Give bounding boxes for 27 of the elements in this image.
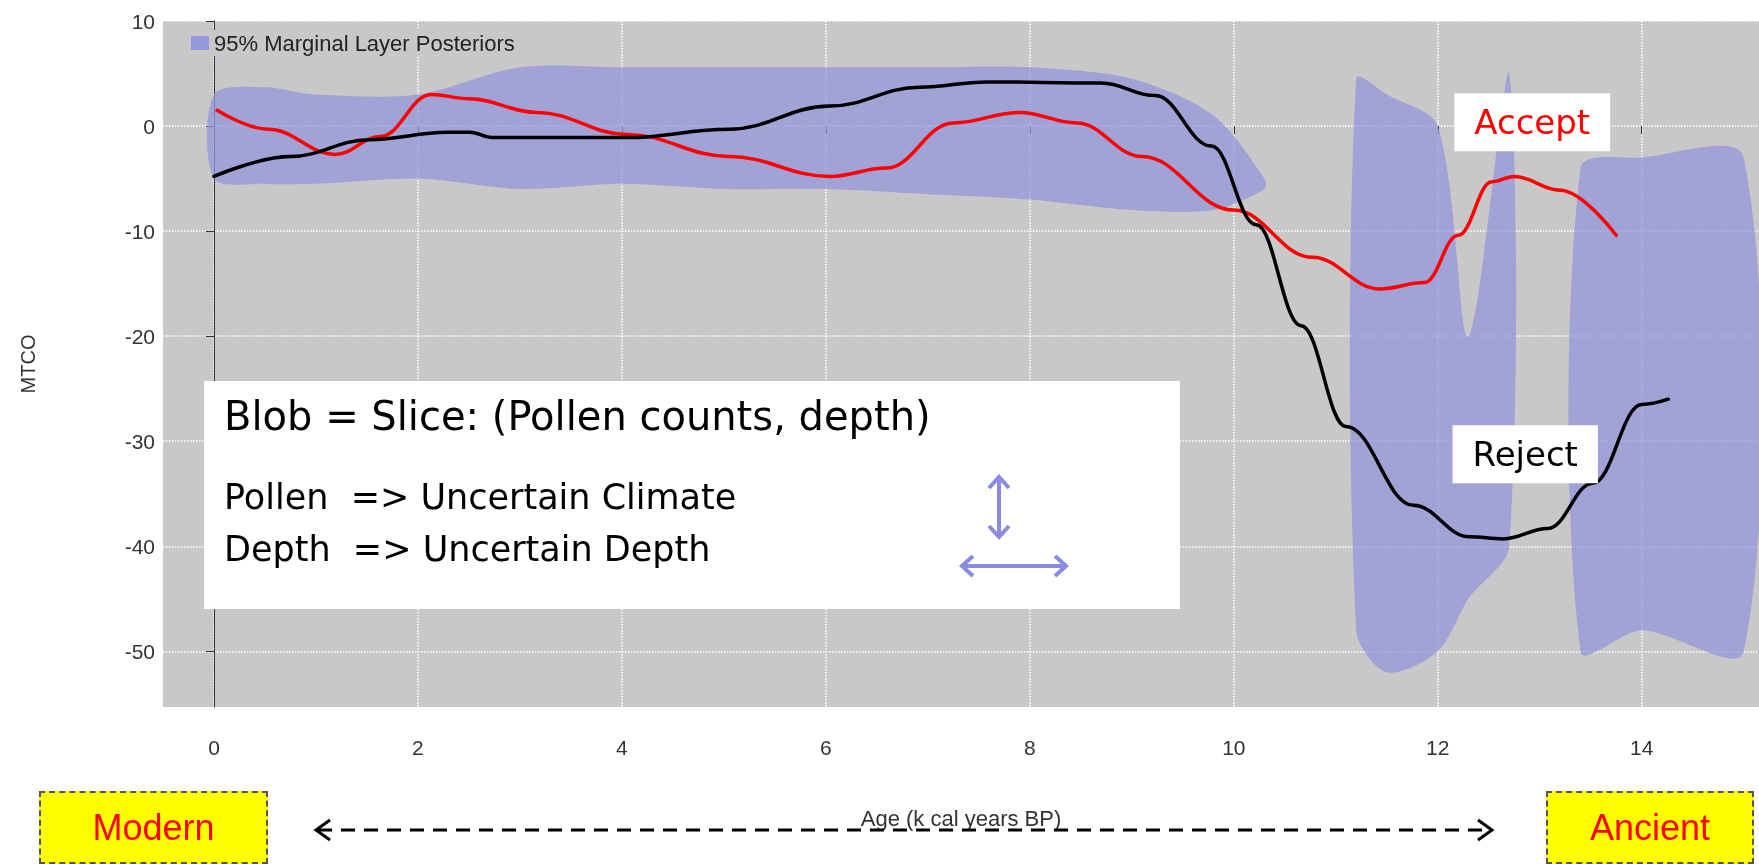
series-label: Accept — [1474, 102, 1591, 143]
x-tick-label: 6 — [820, 736, 832, 759]
annotation: Pollen => Uncertain Climate — [224, 477, 737, 517]
y-tick-label: -40 — [124, 534, 155, 558]
series-label: Reject — [1472, 434, 1578, 475]
x-tick-label: 14 — [1630, 736, 1654, 759]
y-tick-label: 10 — [131, 9, 155, 33]
x-tick-label: 10 — [1222, 736, 1246, 759]
note-card: Blob = Slice: (Pollen counts, depth) Pollen => Uncertain Climate Depth => Uncertain Depth — [204, 381, 1180, 609]
y-tick-label: -50 — [124, 639, 155, 663]
legend-label: 95% Marginal Layer Posteriors — [214, 30, 515, 56]
y-tick-label: -10 — [124, 219, 155, 243]
x-axis-title: Age (k cal years BP) — [860, 805, 1062, 831]
y-tick-label: -20 — [124, 324, 155, 348]
text: Modern — [39, 791, 268, 864]
y-tick-label: 0 — [143, 114, 155, 138]
x-tick-label: 8 — [1023, 736, 1036, 759]
line-series — [215, 92, 1618, 291]
y-tick-label: -30 — [124, 429, 155, 453]
x-tick-label: 12 — [1426, 736, 1450, 759]
annotation: Depth => Uncertain Depth — [224, 529, 711, 569]
annotation: Blob = Slice: (Pollen counts, depth) — [224, 393, 931, 439]
x-tick-label: 4 — [616, 736, 629, 759]
x-tick-label: 0 — [208, 736, 220, 759]
x-tick-label: 2 — [412, 736, 424, 759]
y-axis-title: MTCO — [17, 334, 39, 394]
text: Ancient — [1546, 791, 1754, 864]
